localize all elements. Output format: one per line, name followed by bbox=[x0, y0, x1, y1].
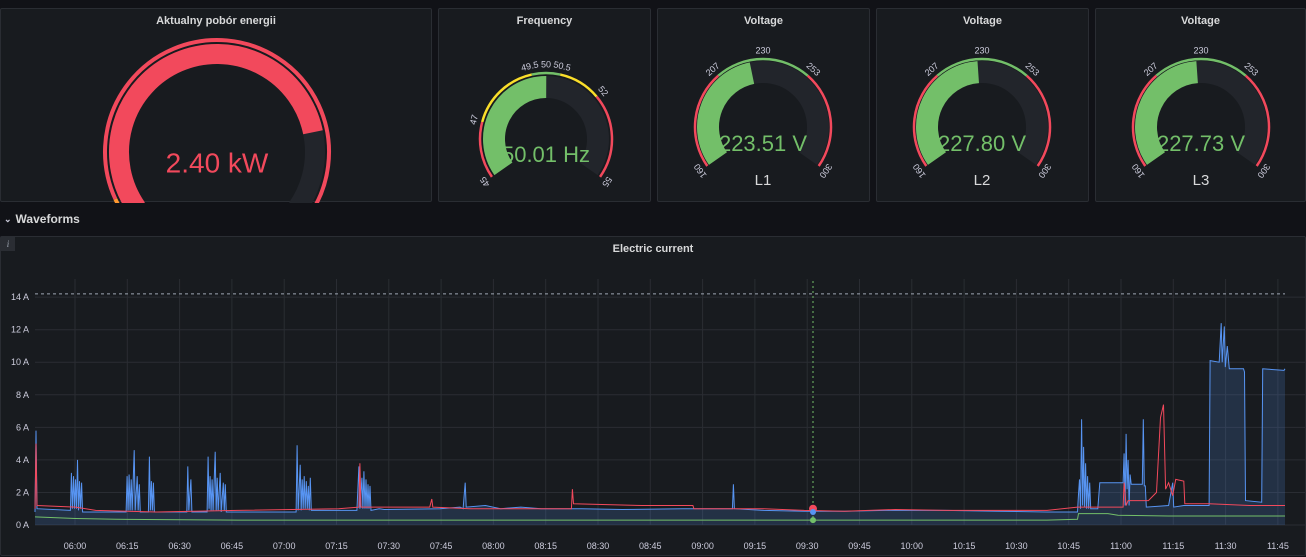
y-tick-label: 2 A bbox=[16, 487, 29, 497]
panel-title: Voltage bbox=[1181, 15, 1220, 27]
threshold-band bbox=[103, 38, 331, 203]
chevron-down-icon[interactable]: ⌄ bbox=[4, 213, 12, 224]
y-tick-label: 14 A bbox=[11, 292, 29, 302]
electric-current-chart[interactable]: 0 A 2 A 4 A 6 A 8 A 10 A 12 A 14 A 06:00 06:15 06:… bbox=[1, 237, 1306, 557]
x-tick-label: 08:30 bbox=[587, 541, 610, 551]
x-tick-label: 07:00 bbox=[273, 541, 296, 551]
gauge-tick-label: 50 bbox=[541, 59, 551, 69]
crosshair-point bbox=[810, 508, 816, 515]
x-tick-label: 06:30 bbox=[168, 541, 191, 551]
y-tick-label: 6 A bbox=[16, 422, 29, 432]
x-tick-label: 10:15 bbox=[953, 541, 976, 551]
series-line bbox=[34, 404, 1285, 513]
gauge-value-text: 223.51 V bbox=[719, 131, 807, 156]
frequency-gauge-panel[interactable]: Frequency 45 47 49.5 50 50.5 52 55 50.01 Hz bbox=[438, 8, 651, 202]
x-tick-label: 11:45 bbox=[1267, 541, 1289, 551]
gauge-value-arc bbox=[109, 44, 323, 203]
gauge-series-label: L3 bbox=[1193, 172, 1210, 189]
y-tick-label: 8 A bbox=[16, 390, 29, 400]
panel-title: Voltage bbox=[744, 15, 783, 27]
x-tick-label: 07:15 bbox=[325, 541, 348, 551]
x-tick-label: 08:15 bbox=[534, 541, 557, 551]
x-tick-label: 10:30 bbox=[1005, 541, 1028, 551]
threshold-band bbox=[481, 73, 532, 123]
x-tick-label: 09:30 bbox=[796, 541, 819, 551]
gauge-tick-label: 52 bbox=[596, 84, 610, 98]
gauge-value-text: 227.73 V bbox=[1157, 131, 1245, 156]
gauge-tick-label: 47 bbox=[468, 114, 480, 126]
gauge-value-text: 227.80 V bbox=[938, 131, 1026, 156]
frequency-gauge: 45 47 49.5 50 50.5 52 55 50.01 Hz bbox=[468, 59, 614, 189]
gauge-tick-label: 230 bbox=[755, 45, 770, 55]
threshold-band bbox=[936, 57, 1028, 77]
series-line bbox=[34, 323, 1286, 513]
electric-current-panel[interactable]: i Electric current 0 A 2 A 4 A 6 A 8 A 10 A 12… bbox=[0, 236, 1306, 556]
voltage-l1-gauge-panel[interactable]: Voltage 160 207 230 253 300 223.51 V L1 bbox=[657, 8, 870, 202]
power-gauge-panel[interactable]: Aktualny pobór energii 2.40 kW bbox=[0, 8, 432, 203]
x-tick-label: 06:45 bbox=[221, 541, 244, 551]
gauge-value-arc bbox=[697, 62, 755, 165]
crosshair-point bbox=[810, 517, 816, 524]
threshold-band bbox=[693, 74, 720, 167]
x-tick-label: 09:15 bbox=[744, 541, 767, 551]
threshold-band bbox=[912, 74, 939, 167]
x-tick-label: 09:45 bbox=[848, 541, 871, 551]
gauge-series-label: L1 bbox=[755, 172, 772, 189]
x-tick-label: 11:00 bbox=[1110, 541, 1132, 551]
voltage-l3-gauge-panel[interactable]: Voltage 160 207 230 253 300 227.73 V L3 bbox=[1095, 8, 1306, 202]
threshold-band bbox=[478, 121, 493, 178]
row-header-waveforms[interactable]: ⌄ Waveforms bbox=[4, 210, 80, 228]
panel-title: Aktualny pobór energii bbox=[156, 15, 276, 27]
threshold-band bbox=[531, 71, 561, 76]
gauge-tick-label: 230 bbox=[974, 45, 989, 55]
x-tick-label: 10:45 bbox=[1057, 541, 1080, 551]
threshold-band bbox=[1025, 74, 1052, 167]
threshold-band bbox=[1244, 74, 1271, 167]
series-line bbox=[34, 513, 1285, 521]
x-tick-label: 06:00 bbox=[64, 541, 87, 551]
info-icon[interactable]: i bbox=[1, 237, 15, 251]
y-tick-label: 4 A bbox=[16, 455, 29, 465]
x-tick-label: 08:00 bbox=[482, 541, 505, 551]
gauge-value-text: 50.01 Hz bbox=[502, 142, 590, 167]
gauge-value-arc bbox=[1135, 61, 1199, 165]
x-tick-label: 11:15 bbox=[1162, 541, 1184, 551]
threshold-band bbox=[559, 73, 598, 98]
threshold-band bbox=[717, 57, 809, 77]
gauge-value-arc bbox=[483, 76, 547, 176]
x-tick-label: 06:15 bbox=[116, 541, 139, 551]
y-tick-label: 10 A bbox=[11, 357, 29, 367]
gauge-tick-label: 50.5 bbox=[553, 59, 572, 73]
x-tick-label: 08:45 bbox=[639, 541, 662, 551]
gauge-series-label: L2 bbox=[974, 172, 991, 189]
x-tick-label: 10:00 bbox=[901, 541, 924, 551]
y-tick-label: 12 A bbox=[11, 325, 29, 335]
panel-title: Electric current bbox=[612, 243, 694, 255]
gauge-tick-label: 55 bbox=[600, 175, 614, 189]
gauge-tick-label: 45 bbox=[478, 175, 492, 189]
x-tick-label: 07:45 bbox=[430, 541, 453, 551]
x-tick-label: 11:30 bbox=[1215, 541, 1237, 551]
power-gauge: 2.40 kW bbox=[103, 38, 331, 203]
gauge-value-arc bbox=[916, 61, 980, 165]
threshold-band bbox=[595, 95, 614, 178]
x-tick-label: 07:30 bbox=[378, 541, 401, 551]
y-tick-label: 0 A bbox=[16, 520, 29, 530]
panel-title: Frequency bbox=[516, 15, 573, 27]
threshold-band bbox=[806, 74, 833, 167]
x-tick-label: 09:00 bbox=[691, 541, 714, 551]
gauge-tick-label: 230 bbox=[1193, 45, 1208, 55]
panel-title: Voltage bbox=[963, 15, 1002, 27]
voltage-l2-gauge-panel[interactable]: Voltage 160 207 230 253 300 227.80 V L2 bbox=[876, 8, 1089, 202]
threshold-band bbox=[1155, 57, 1247, 77]
row-title: Waveforms bbox=[15, 212, 80, 226]
threshold-band bbox=[113, 198, 120, 203]
gauge-value-text: 2.40 kW bbox=[166, 147, 269, 178]
threshold-band bbox=[1131, 74, 1158, 167]
gauge-tick-label: 49.5 bbox=[520, 59, 539, 73]
